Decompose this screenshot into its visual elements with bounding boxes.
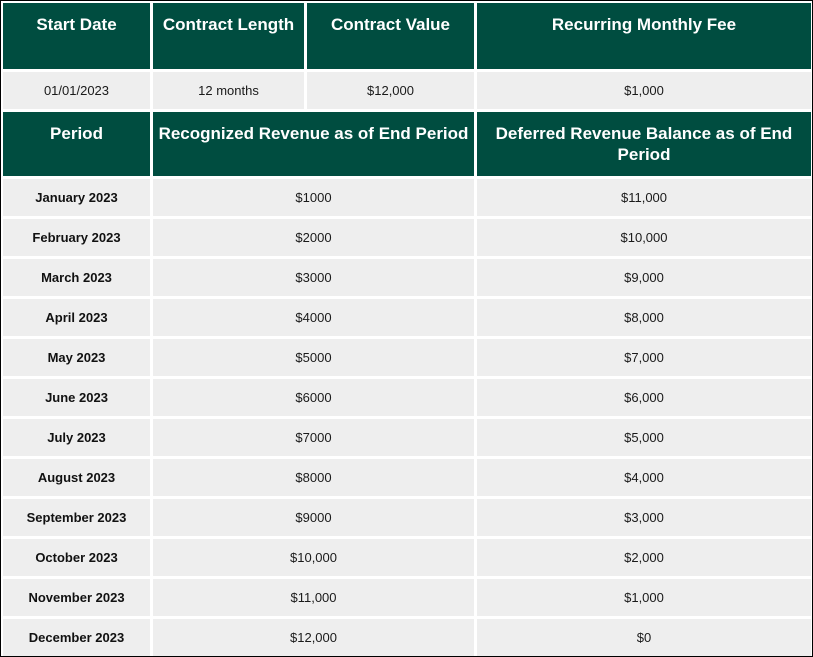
schedule-header-row: Period Recognized Revenue as of End Peri… [3, 112, 811, 179]
revenue-schedule-table: Start Date Contract Length Contract Valu… [3, 3, 811, 656]
period-cell: September 2023 [3, 499, 153, 539]
period-header: Period [3, 112, 153, 179]
contract-header-row: Start Date Contract Length Contract Valu… [3, 3, 811, 72]
table-row: March 2023 $3000 $9,000 [3, 259, 811, 299]
recognized-revenue-cell: $6000 [153, 379, 477, 419]
period-cell: May 2023 [3, 339, 153, 379]
recognized-revenue-cell: $3000 [153, 259, 477, 299]
deferred-revenue-cell: $11,000 [477, 179, 811, 219]
deferred-revenue-cell: $1,000 [477, 579, 811, 619]
table-row: October 2023 $10,000 $2,000 [3, 539, 811, 579]
recognized-revenue-cell: $10,000 [153, 539, 477, 579]
contract-length-header: Contract Length [153, 3, 307, 72]
table-row: June 2023 $6000 $6,000 [3, 379, 811, 419]
deferred-revenue-cell: $9,000 [477, 259, 811, 299]
recognized-revenue-cell: $2000 [153, 219, 477, 259]
contract-values-row: 01/01/2023 12 months $12,000 $1,000 [3, 72, 811, 112]
start-date-value: 01/01/2023 [3, 72, 153, 112]
table-row: August 2023 $8000 $4,000 [3, 459, 811, 499]
period-cell: December 2023 [3, 619, 153, 656]
table-row: July 2023 $7000 $5,000 [3, 419, 811, 459]
deferred-revenue-cell: $4,000 [477, 459, 811, 499]
deferred-revenue-header: Deferred Revenue Balance as of End Perio… [477, 112, 811, 179]
contract-value-value: $12,000 [307, 72, 477, 112]
contract-length-value: 12 months [153, 72, 307, 112]
deferred-revenue-cell: $0 [477, 619, 811, 656]
period-cell: November 2023 [3, 579, 153, 619]
deferred-revenue-cell: $7,000 [477, 339, 811, 379]
monthly-fee-value: $1,000 [477, 72, 811, 112]
recognized-revenue-cell: $7000 [153, 419, 477, 459]
period-cell: August 2023 [3, 459, 153, 499]
recognized-revenue-cell: $1000 [153, 179, 477, 219]
start-date-header: Start Date [3, 3, 153, 72]
table-row: January 2023 $1000 $11,000 [3, 179, 811, 219]
deferred-revenue-cell: $8,000 [477, 299, 811, 339]
deferred-revenue-cell: $10,000 [477, 219, 811, 259]
deferred-revenue-cell: $6,000 [477, 379, 811, 419]
recognized-revenue-cell: $12,000 [153, 619, 477, 656]
contract-value-header: Contract Value [307, 3, 477, 72]
deferred-revenue-cell: $5,000 [477, 419, 811, 459]
table-row: September 2023 $9000 $3,000 [3, 499, 811, 539]
table-row: February 2023 $2000 $10,000 [3, 219, 811, 259]
recognized-revenue-cell: $8000 [153, 459, 477, 499]
recognized-revenue-cell: $9000 [153, 499, 477, 539]
period-cell: January 2023 [3, 179, 153, 219]
period-cell: April 2023 [3, 299, 153, 339]
period-cell: July 2023 [3, 419, 153, 459]
table-row: April 2023 $4000 $8,000 [3, 299, 811, 339]
monthly-fee-header: Recurring Monthly Fee [477, 3, 811, 72]
table-row: December 2023 $12,000 $0 [3, 619, 811, 656]
period-cell: October 2023 [3, 539, 153, 579]
table-row: May 2023 $5000 $7,000 [3, 339, 811, 379]
recognized-revenue-cell: $5000 [153, 339, 477, 379]
period-cell: March 2023 [3, 259, 153, 299]
table-row: November 2023 $11,000 $1,000 [3, 579, 811, 619]
deferred-revenue-cell: $2,000 [477, 539, 811, 579]
recognized-revenue-cell: $11,000 [153, 579, 477, 619]
recognized-revenue-header: Recognized Revenue as of End Period [153, 112, 477, 179]
deferred-revenue-cell: $3,000 [477, 499, 811, 539]
period-cell: February 2023 [3, 219, 153, 259]
recognized-revenue-cell: $4000 [153, 299, 477, 339]
period-cell: June 2023 [3, 379, 153, 419]
